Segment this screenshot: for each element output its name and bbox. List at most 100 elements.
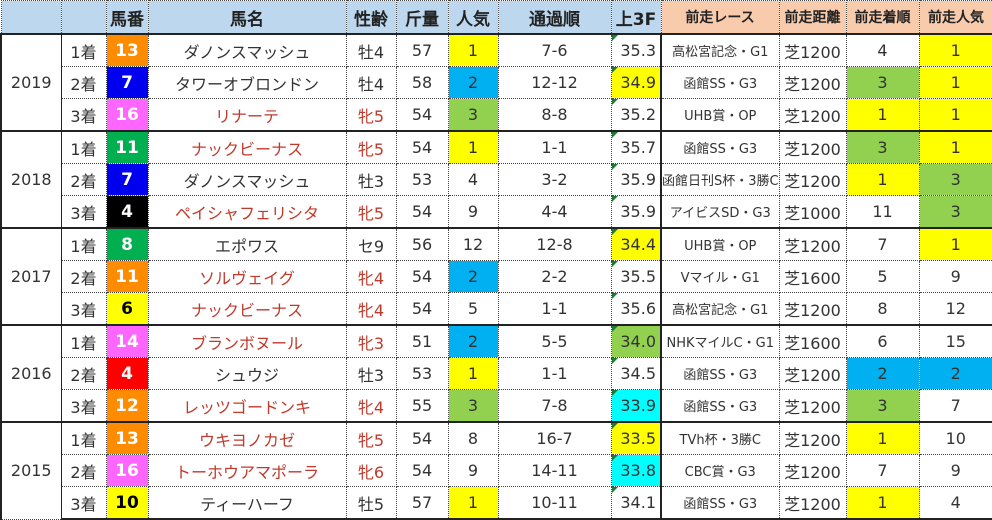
year-cell: 2016 — [0, 324, 62, 423]
prev-race: 函館SS・G3 — [660, 357, 780, 390]
prev-race: 函館SS・G3 — [660, 486, 780, 520]
horse-number: 11 — [105, 260, 149, 293]
table-row: 2着 7 ダノンスマッシュ 牡3 53 4 3-2 35.9 函館日刊S杯・3勝C 芝1200 1 3 — [1, 163, 992, 196]
horse-number: 6 — [105, 292, 149, 326]
horse-name: トーホウアマポーラ — [147, 454, 347, 487]
table-row: 2着 16 トーホウアマポーラ 牝6 54 9 14-11 33.8 CBC賞・G3 芝1200 7… — [1, 454, 992, 487]
prev-race: 函館SS・G3 — [660, 130, 780, 164]
last-3f: 35.6 — [610, 292, 662, 326]
prev-distance: 芝1200 — [778, 454, 847, 487]
weight: 53 — [395, 357, 449, 390]
prev-place: 2 — [845, 357, 920, 390]
header-prev-popularity: 前走人気 — [918, 0, 992, 35]
table-row: 3着 10 ティーハーフ 牡5 57 1 10-11 34.1 函館SS・G3 芝1200 1 4 — [1, 486, 992, 520]
prev-place: 5 — [845, 260, 920, 293]
horse-name: ダノンスマッシュ — [147, 33, 347, 67]
weight: 54 — [395, 195, 449, 229]
prev-race: Vマイル・G1 — [660, 260, 780, 293]
horse-number: 13 — [105, 33, 149, 67]
weight: 58 — [395, 66, 449, 99]
horse-number: 7 — [105, 163, 149, 196]
sex-age: 牝6 — [345, 454, 397, 487]
weight: 54 — [395, 98, 449, 132]
horse-name: レッツゴードンキ — [147, 389, 347, 423]
weight: 56 — [395, 227, 449, 261]
prev-place: 3 — [845, 389, 920, 423]
last-3f: 35.9 — [610, 163, 662, 196]
passage-order: 14-11 — [497, 454, 612, 487]
prev-popularity: 9 — [918, 260, 992, 293]
place-cell: 3着 — [60, 486, 107, 520]
place-cell: 2着 — [60, 163, 107, 196]
sex-age: 牝4 — [345, 389, 397, 423]
sex-age: 牡5 — [345, 486, 397, 520]
prev-popularity: 3 — [918, 163, 992, 196]
prev-place: 1 — [845, 421, 920, 455]
header-popularity: 人気 — [447, 0, 499, 35]
weight: 54 — [395, 421, 449, 455]
place-cell: 3着 — [60, 98, 107, 132]
prev-distance: 芝1200 — [778, 163, 847, 196]
prev-race: 高松宮記念・G1 — [660, 33, 780, 67]
popularity: 12 — [447, 227, 499, 261]
prev-distance: 芝1200 — [778, 66, 847, 99]
header-last-3f: 上3F — [610, 0, 662, 35]
sex-age: 牡3 — [345, 163, 397, 196]
horse-name: ティーハーフ — [147, 486, 347, 520]
year-cell: 2018 — [0, 130, 62, 229]
last-3f: 34.9 — [610, 66, 662, 99]
header-place — [60, 0, 107, 35]
passage-order: 1-1 — [497, 130, 612, 164]
last-3f: 33.8 — [610, 454, 662, 487]
table-row: 2018 1着 11 ナックビーナス 牝5 54 1 1-1 35.7 函館SS・G3 芝1200 3… — [0, 130, 992, 229]
prev-distance: 芝1600 — [778, 324, 847, 358]
prev-race: 高松宮記念・G1 — [660, 292, 780, 326]
table-row: 2着 4 シュウジ 牡3 53 1 1-1 34.5 函館SS・G3 芝1200 2 2 — [1, 357, 992, 390]
passage-order: 3-2 — [497, 163, 612, 196]
horse-number: 13 — [105, 421, 149, 455]
prev-popularity: 10 — [918, 421, 992, 455]
popularity: 1 — [447, 486, 499, 520]
passage-order: 7-6 — [497, 33, 612, 67]
table-row: 3着 12 レッツゴードンキ 牝4 55 3 7-8 33.9 函館SS・G3 芝1200 3 7 — [1, 389, 992, 423]
sex-age: 牝5 — [345, 130, 397, 164]
sex-age: 牝5 — [345, 98, 397, 132]
header-row: 馬番 馬名 性齢 斤量 人気 通過順 上3F 前走レース 前走距離 前走着順 前走人気 — [0, 0, 992, 35]
year-cell: 2017 — [0, 227, 62, 326]
table-row: 2015 1着 13 ウキヨノカゼ 牝5 54 8 16-7 33.5 TVh杯・3勝C 芝1200… — [0, 421, 992, 520]
header-prev-place: 前走着順 — [845, 0, 920, 35]
horse-name: リナーテ — [147, 98, 347, 132]
horse-number: 16 — [105, 98, 149, 132]
prev-popularity: 12 — [918, 292, 992, 326]
popularity: 4 — [447, 163, 499, 196]
passage-order: 1-1 — [497, 357, 612, 390]
header-horse-number: 馬番 — [105, 0, 149, 35]
prev-distance: 芝1200 — [778, 227, 847, 261]
prev-popularity: 7 — [918, 389, 992, 423]
prev-place: 7 — [845, 227, 920, 261]
horse-name: ペイシャフェリシタ — [147, 195, 347, 229]
prev-place: 8 — [845, 292, 920, 326]
weight: 51 — [395, 324, 449, 358]
weight: 57 — [395, 486, 449, 520]
weight: 57 — [395, 33, 449, 67]
horse-name: エポワス — [147, 227, 347, 261]
last-3f: 34.5 — [610, 357, 662, 390]
passage-order: 2-2 — [497, 260, 612, 293]
prev-popularity: 1 — [918, 98, 992, 132]
prev-place: 1 — [845, 98, 920, 132]
prev-race: 函館SS・G3 — [660, 389, 780, 423]
prev-popularity: 1 — [918, 66, 992, 99]
header-prev-race: 前走レース — [660, 0, 780, 35]
place-cell: 3着 — [60, 292, 107, 326]
prev-race: アイビスSD・G3 — [660, 195, 780, 229]
popularity: 1 — [447, 357, 499, 390]
prev-place: 3 — [845, 130, 920, 164]
horse-number: 8 — [105, 227, 149, 261]
table-row: 3着 4 ペイシャフェリシタ 牝5 54 9 4-4 35.9 アイビスSD・G3 芝1000 11… — [1, 195, 992, 229]
popularity: 8 — [447, 421, 499, 455]
sex-age: 牝5 — [345, 195, 397, 229]
horse-name: シュウジ — [147, 357, 347, 390]
popularity: 5 — [447, 292, 499, 326]
horse-name: ソルヴェイグ — [147, 260, 347, 293]
